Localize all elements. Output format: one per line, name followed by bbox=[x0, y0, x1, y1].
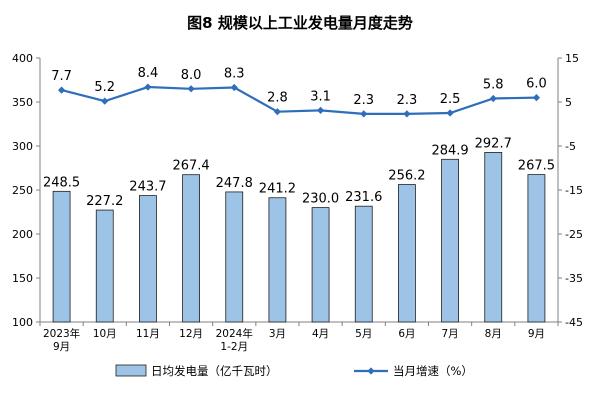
x-tick-label: 7月 bbox=[441, 328, 458, 340]
bar-value-label: 241.2 bbox=[259, 182, 296, 197]
y-left-tick-label: 150 bbox=[12, 272, 33, 285]
growth-value-label: 2.5 bbox=[440, 92, 461, 107]
growth-value-label: 2.3 bbox=[353, 93, 374, 108]
bar bbox=[527, 174, 546, 323]
bar-value-label: 243.7 bbox=[129, 180, 166, 195]
growth-point bbox=[187, 85, 195, 93]
growth-point bbox=[403, 110, 411, 118]
x-tick-label: 6月 bbox=[398, 328, 415, 340]
y-left-tick-label: 250 bbox=[12, 184, 33, 197]
y-left-tick-label: 200 bbox=[12, 228, 33, 241]
y-right-tick-label: -15 bbox=[565, 184, 583, 197]
growth-value-label: 5.8 bbox=[483, 77, 504, 92]
legend-label-line: 当月增速（%） bbox=[393, 364, 473, 378]
bars bbox=[52, 152, 546, 323]
data-labels: 248.5 227.2 243.7 267.4 247.8 241.2 230.0 231.6… bbox=[43, 66, 555, 209]
y-left-tick-label: 300 bbox=[12, 140, 33, 153]
bar bbox=[225, 191, 244, 323]
growth-value-label: 2.8 bbox=[267, 91, 288, 106]
x-tick-label: 12月 bbox=[179, 328, 203, 340]
bar bbox=[182, 174, 200, 323]
growth-point bbox=[273, 108, 282, 116]
growth-value-label: 7.7 bbox=[51, 69, 72, 84]
bar-value-label: 267.5 bbox=[518, 159, 555, 174]
bar bbox=[398, 184, 416, 323]
x-tick-label: 8月 bbox=[485, 328, 502, 340]
growth-value-label: 3.1 bbox=[310, 89, 331, 104]
y-right-tick-label: -45 bbox=[565, 316, 583, 329]
x-tick-label: 4月 bbox=[312, 328, 329, 340]
y-right-tick-label: -5 bbox=[565, 140, 576, 153]
x-tick-label: 11月 bbox=[136, 328, 160, 340]
x-tick-label: 10月 bbox=[93, 328, 117, 340]
x-tick-label: 9月 bbox=[53, 341, 70, 353]
bar bbox=[441, 158, 459, 323]
bar bbox=[484, 152, 503, 323]
bar-value-label: 231.6 bbox=[345, 190, 382, 205]
line-series bbox=[57, 83, 541, 118]
bar-value-label: 230.0 bbox=[302, 192, 339, 207]
y-left-tick-label: 100 bbox=[12, 316, 33, 329]
axes: 100 150 200 250 300 350 400 15 5 -5 -15 -25 -35 -45 20… bbox=[12, 52, 583, 353]
growth-point bbox=[360, 110, 368, 118]
growth-value-label: 2.3 bbox=[397, 93, 418, 108]
bar bbox=[95, 209, 114, 323]
growth-point bbox=[532, 94, 541, 102]
bar-value-label: 248.5 bbox=[43, 175, 80, 190]
y-right-tick-label: 5 bbox=[565, 96, 572, 109]
bar bbox=[52, 190, 71, 323]
y-left-tick-label: 350 bbox=[12, 96, 33, 109]
bar-value-label: 267.4 bbox=[172, 159, 209, 174]
x-tick-label: 2023年 bbox=[43, 327, 80, 340]
legend-swatch-bar bbox=[115, 364, 147, 377]
y-left-tick-label: 400 bbox=[12, 52, 33, 65]
bar-value-label: 284.9 bbox=[431, 143, 468, 158]
bar-value-label: 256.2 bbox=[388, 169, 425, 184]
growth-line bbox=[61, 85, 537, 115]
legend: 日均发电量（亿千瓦时） 当月增速（%） bbox=[115, 364, 473, 378]
bar-value-label: 292.7 bbox=[475, 136, 512, 151]
bar bbox=[268, 197, 287, 323]
growth-value-label: 8.0 bbox=[181, 68, 202, 83]
growth-point bbox=[101, 97, 109, 105]
growth-point bbox=[144, 83, 152, 91]
y-right-tick-label: 15 bbox=[565, 52, 579, 65]
bar-value-label: 227.2 bbox=[86, 194, 123, 209]
chart-title: 图8 规模以上工业发电量月度走势 bbox=[187, 14, 413, 32]
growth-point bbox=[57, 86, 66, 94]
growth-point bbox=[446, 109, 454, 117]
growth-value-label: 6.0 bbox=[526, 77, 547, 92]
y-right-tick-label: -25 bbox=[565, 228, 583, 241]
x-tick-label: 9月 bbox=[528, 328, 545, 340]
bar bbox=[354, 205, 373, 323]
legend-label-bar: 日均发电量（亿千瓦时） bbox=[151, 364, 278, 378]
growth-point bbox=[230, 83, 238, 92]
x-tick-label: 1-2月 bbox=[220, 341, 248, 353]
x-tick-label: 2024年 bbox=[216, 327, 253, 340]
x-tick-label: 3月 bbox=[269, 328, 286, 340]
legend-swatch-marker bbox=[367, 367, 375, 375]
bar bbox=[311, 207, 330, 323]
bar bbox=[139, 195, 157, 323]
growth-value-label: 5.2 bbox=[94, 80, 115, 95]
growth-point bbox=[489, 94, 497, 103]
growth-value-label: 8.3 bbox=[224, 66, 245, 81]
bar-value-label: 247.8 bbox=[216, 176, 253, 191]
growth-point bbox=[316, 106, 325, 114]
x-tick-label: 5月 bbox=[355, 328, 372, 340]
y-right-tick-label: -35 bbox=[565, 272, 583, 285]
growth-value-label: 8.4 bbox=[138, 66, 159, 81]
